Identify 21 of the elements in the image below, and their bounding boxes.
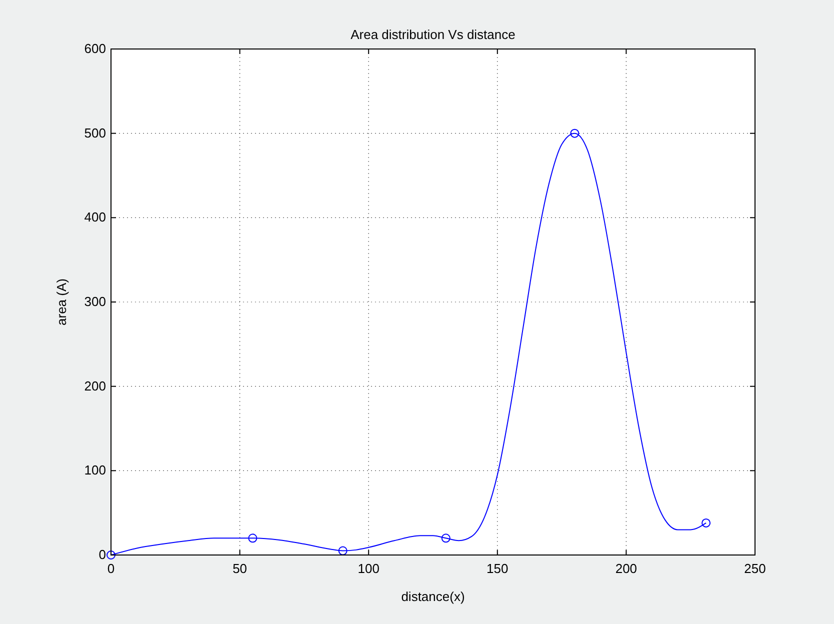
x-tick-label: 250 (744, 561, 766, 576)
point (106, 550, 116, 560)
chart-title: Area distribution Vs distance (350, 27, 516, 42)
y-tick-label: 0 (98, 547, 106, 562)
y-tick-label: 500 (84, 125, 106, 140)
x-axis-title: distance(x) (401, 589, 465, 604)
point (570, 128, 580, 138)
y-tick-label: 200 (84, 378, 106, 394)
x-tick-label: 100 (358, 561, 380, 576)
y-tick-label: 300 (84, 294, 106, 309)
y-tick-label: 100 (84, 462, 106, 478)
y-tick-label: 600 (84, 41, 106, 56)
x-tick-label: 50 (232, 561, 248, 576)
y-tick-label: 400 (84, 210, 106, 225)
point (441, 534, 450, 543)
point (248, 534, 258, 543)
x-tick-label: 150 (486, 561, 508, 576)
point (338, 546, 348, 556)
point (702, 518, 711, 528)
x-tick-label: 200 (615, 561, 638, 576)
y-axis-title: area (A) (54, 278, 69, 326)
